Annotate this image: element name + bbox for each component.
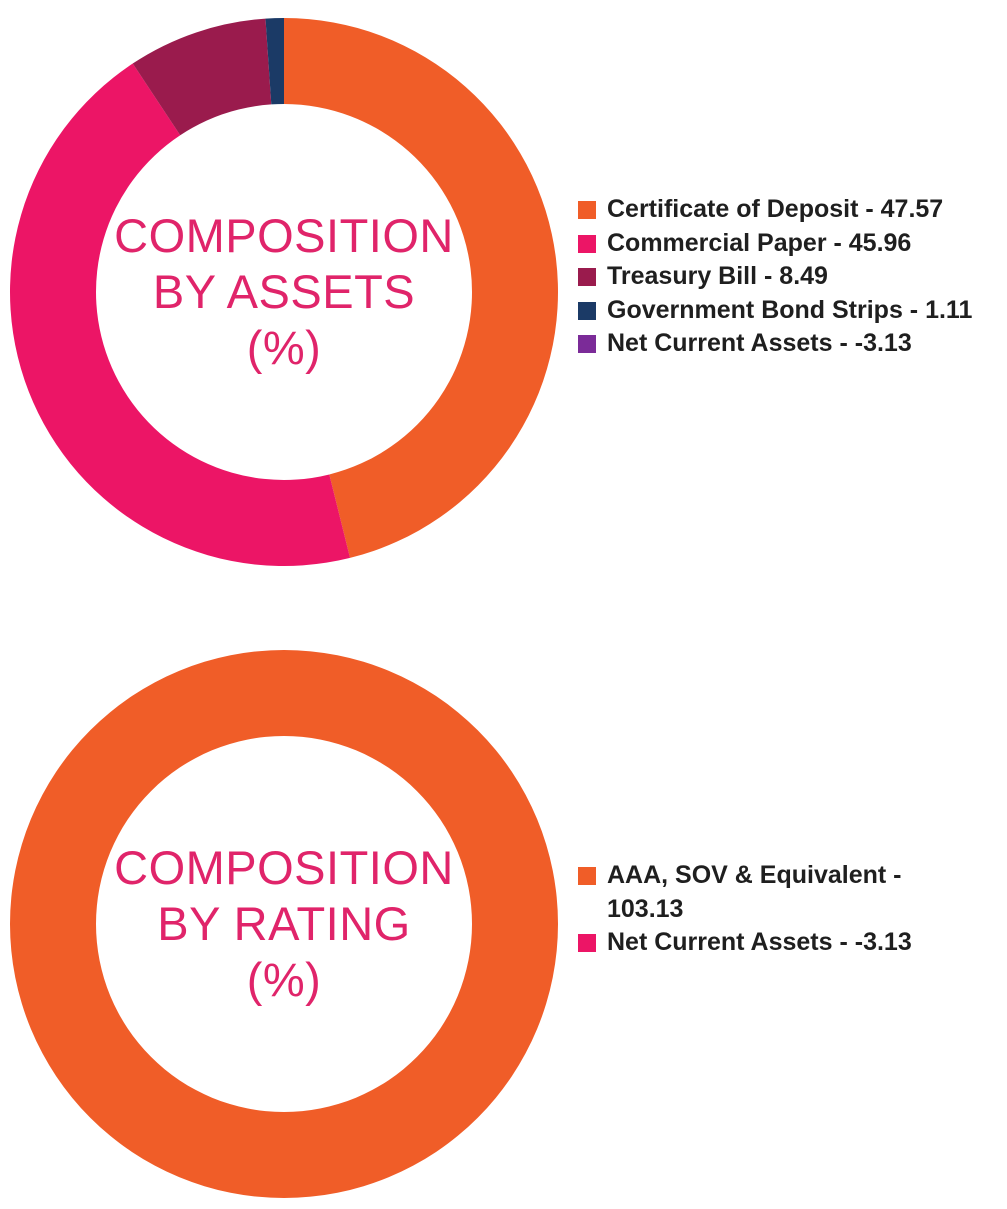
legend-swatch: [578, 234, 596, 253]
legend-label: Treasury Bill - 8.49: [607, 262, 828, 290]
legend-item-net-current-assets: Net Current Assets - -3.13: [578, 926, 937, 960]
legend-label: AAA, SOV & Equivalent - 103.13: [607, 861, 902, 923]
donut-slice-treasury-bill: [132, 18, 272, 136]
rating-center-title: COMPOSITION BY RATING (%): [104, 840, 464, 1008]
rating-title-line-1: COMPOSITION: [114, 841, 454, 894]
legend-label: Commercial Paper - 45.96: [607, 228, 912, 257]
legend-swatch: [578, 934, 596, 952]
rating-donut: [10, 650, 558, 1198]
donut-slice-government-bond-strips: [265, 18, 284, 105]
donut-slice-commercial-paper: [9, 63, 351, 567]
legend-item-aaa-sov-equivalent: AAA, SOV & Equivalent - 103.13: [578, 859, 937, 926]
donut-slice-certificate-of-deposit: [284, 18, 559, 558]
assets-title-line-2: BY ASSETS: [152, 265, 416, 318]
assets-center-title: COMPOSITION BY ASSETS (%): [104, 208, 464, 376]
legend-swatch: [578, 201, 596, 219]
legend-item-treasury-bill: Treasury Bill - 8.49: [578, 260, 972, 294]
assets-title-line-1: COMPOSITION: [114, 209, 454, 262]
legend-label: Net Current Assets - -3.13: [607, 329, 912, 357]
legend-item-net-current-assets: Net Current Assets - -3.13: [578, 327, 972, 361]
rating-title-line-2: BY RATING: [157, 897, 411, 950]
legend-label: Net Current Assets - -3.13: [607, 928, 912, 956]
legend-swatch: [578, 268, 596, 286]
legend-swatch: [578, 867, 596, 885]
rating-composition-chart: COMPOSITION BY RATING (%) AAA, SOV & Equ…: [0, 630, 1007, 1209]
assets-donut: [9, 18, 559, 567]
rating-legend: AAA, SOV & Equivalent - 103.13 Net Curre…: [578, 859, 937, 960]
assets-composition-chart: COMPOSITION BY ASSETS (%) Certificate of…: [0, 0, 1007, 600]
legend-label: Certificate of Deposit - 47.57: [607, 195, 944, 223]
assets-title-line-3: (%): [246, 321, 322, 374]
legend-item-certificate-of-deposit: Certificate of Deposit - 47.57: [578, 193, 972, 227]
legend-swatch: [578, 335, 596, 353]
legend-item-government-bond-strips: Government Bond Strips - 1.11: [578, 294, 972, 328]
legend-label: Government Bond Strips - 1.11: [607, 295, 973, 324]
donut-slice-aaa-sov-equivalent: [10, 650, 558, 1198]
legend-item-commercial-paper: Commercial Paper - 45.96: [578, 227, 972, 261]
assets-legend: Certificate of Deposit - 47.57 Commercia…: [578, 193, 972, 361]
legend-swatch: [578, 301, 596, 320]
rating-title-line-3: (%): [246, 953, 322, 1006]
